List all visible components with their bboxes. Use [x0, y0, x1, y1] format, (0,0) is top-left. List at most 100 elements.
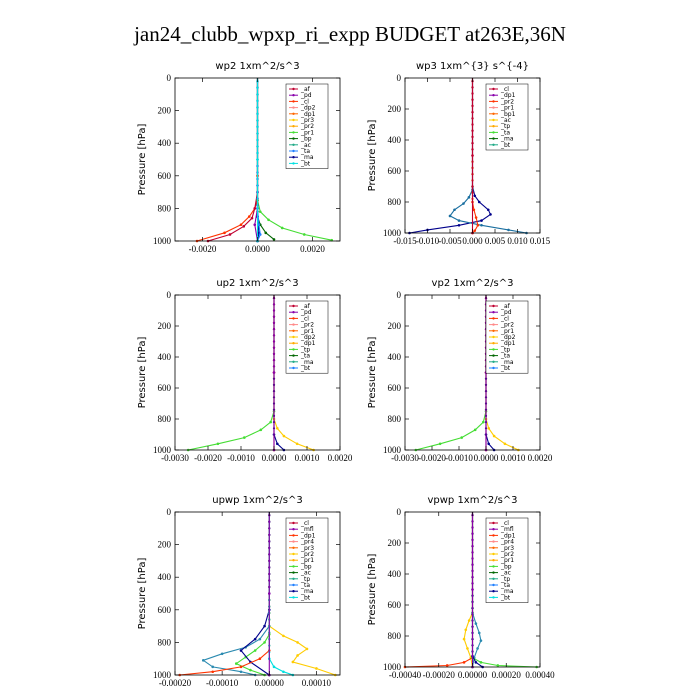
- legend-marker: [492, 565, 495, 568]
- legend-marker: [492, 540, 495, 543]
- legend-marker: [292, 596, 295, 599]
- data-point: [258, 657, 262, 660]
- plot-frame: [174, 294, 341, 451]
- legend-label: _bp1: [500, 111, 516, 118]
- legend-label: _dp1: [300, 111, 316, 118]
- legend-marker: [292, 100, 295, 103]
- y-tick-label: 400: [158, 572, 172, 582]
- legend-label: _pr3: [300, 545, 314, 552]
- legend-label: _dp1: [500, 340, 516, 347]
- legend-label: _dp1: [300, 340, 316, 347]
- data-point: [448, 214, 452, 218]
- legend-label: _bt: [500, 365, 511, 372]
- chart-title: up2 1xm^2/s^3: [216, 278, 298, 289]
- data-point: [256, 86, 259, 89]
- y-tick-label: 0: [397, 290, 402, 300]
- legend-marker: [292, 323, 295, 326]
- y-tick-label: 0: [167, 507, 172, 517]
- series-line: [188, 295, 275, 451]
- legend-label: _pd: [300, 309, 312, 316]
- data-point: [457, 219, 461, 222]
- data-point: [253, 637, 257, 641]
- data-point: [305, 647, 309, 651]
- legend-label: _bp: [500, 563, 512, 570]
- legend-marker: [292, 335, 295, 339]
- legend-marker: [492, 143, 495, 146]
- data-point: [272, 352, 276, 355]
- data-point: [282, 434, 286, 438]
- x-tick-label: -0.0010: [445, 453, 473, 463]
- data-point: [471, 117, 474, 120]
- data-point: [256, 158, 259, 161]
- y-tick-label: 0: [167, 290, 172, 300]
- data-point: [471, 135, 474, 138]
- data-point: [453, 208, 456, 212]
- data-point: [257, 223, 261, 226]
- data-point: [280, 226, 284, 230]
- y-tick-label: 600: [388, 600, 402, 610]
- y-tick-label: 800: [158, 203, 172, 213]
- series-line: [273, 295, 285, 451]
- data-point: [471, 526, 474, 529]
- legend-marker: [292, 360, 295, 363]
- chart-panel-2: up2 1xm^2/s^3 Pressure [hPa] 0 200 400 600 800…: [137, 278, 353, 463]
- data-point: [253, 649, 257, 652]
- x-tick-label: 0.0000: [474, 453, 499, 463]
- data-point: [489, 213, 492, 216]
- chart-title: wp2 1xm^2/s^3: [215, 61, 299, 72]
- data-point: [467, 196, 471, 199]
- legend-marker: [492, 342, 495, 345]
- data-point: [445, 664, 449, 667]
- data-point: [259, 428, 263, 432]
- legend-label: _dp1: [500, 92, 516, 99]
- legend-marker: [292, 546, 295, 549]
- legend-label: _ma: [500, 588, 514, 595]
- data-point: [471, 532, 474, 535]
- legend-label: _ta: [300, 353, 310, 360]
- data-point: [492, 434, 496, 438]
- legend-marker: [292, 125, 295, 128]
- legend-label: _tp: [500, 576, 510, 583]
- legend-marker: [492, 552, 495, 556]
- data-point: [267, 218, 270, 222]
- y-tick-label: 200: [158, 321, 172, 331]
- legend-label: _pr2: [500, 98, 514, 105]
- y-tick-label: 1000: [383, 445, 402, 455]
- x-tick-label: 0.0000: [245, 244, 270, 254]
- chart-panel-0: wp2 1xm^2/s^3 Pressure [hPa] 0 200 400 600 800…: [137, 61, 341, 254]
- data-point: [473, 428, 477, 432]
- x-tick-label: -0.0020: [418, 453, 446, 463]
- data-point: [263, 624, 266, 628]
- data-point: [507, 228, 510, 232]
- legend-label: _ma: [500, 359, 514, 366]
- legend-label: _ac: [300, 570, 311, 577]
- legend-label: _ac: [500, 570, 511, 577]
- legend-label: _bt: [300, 594, 311, 601]
- legend-marker: [492, 534, 495, 537]
- legend-marker: [292, 156, 295, 159]
- legend-marker: [492, 100, 495, 103]
- x-tick-label: 0.00040: [525, 670, 555, 680]
- legend-label: _cl: [300, 520, 309, 527]
- x-tick-label: 0.00000: [458, 670, 488, 680]
- legend-marker: [292, 559, 295, 562]
- chart-title: vp2 1xm^2/s^3: [432, 278, 514, 289]
- data-point: [272, 334, 276, 337]
- x-tick-label: -0.0020: [194, 453, 222, 463]
- legend-label: _pr1: [300, 328, 314, 335]
- data-point: [223, 231, 226, 235]
- legend-marker: [292, 317, 295, 320]
- legend-label: _ta: [500, 353, 510, 360]
- legend-marker: [492, 559, 495, 562]
- y-axis-label: Pressure [hPa]: [137, 337, 148, 409]
- data-point: [256, 93, 259, 96]
- legend-marker: [292, 534, 295, 537]
- chart-panel-1: wp3 1xm^{3} s^{-4} Pressure [hPa] 0 200 400 6…: [367, 61, 551, 246]
- legend-marker: [292, 528, 295, 531]
- legend-label: _bp: [300, 136, 312, 143]
- legend-label: _af: [300, 86, 311, 93]
- legend-label: _pr4: [500, 539, 514, 546]
- data-point: [457, 223, 461, 227]
- legend-marker: [292, 354, 295, 357]
- legend-label: _ta: [300, 582, 310, 589]
